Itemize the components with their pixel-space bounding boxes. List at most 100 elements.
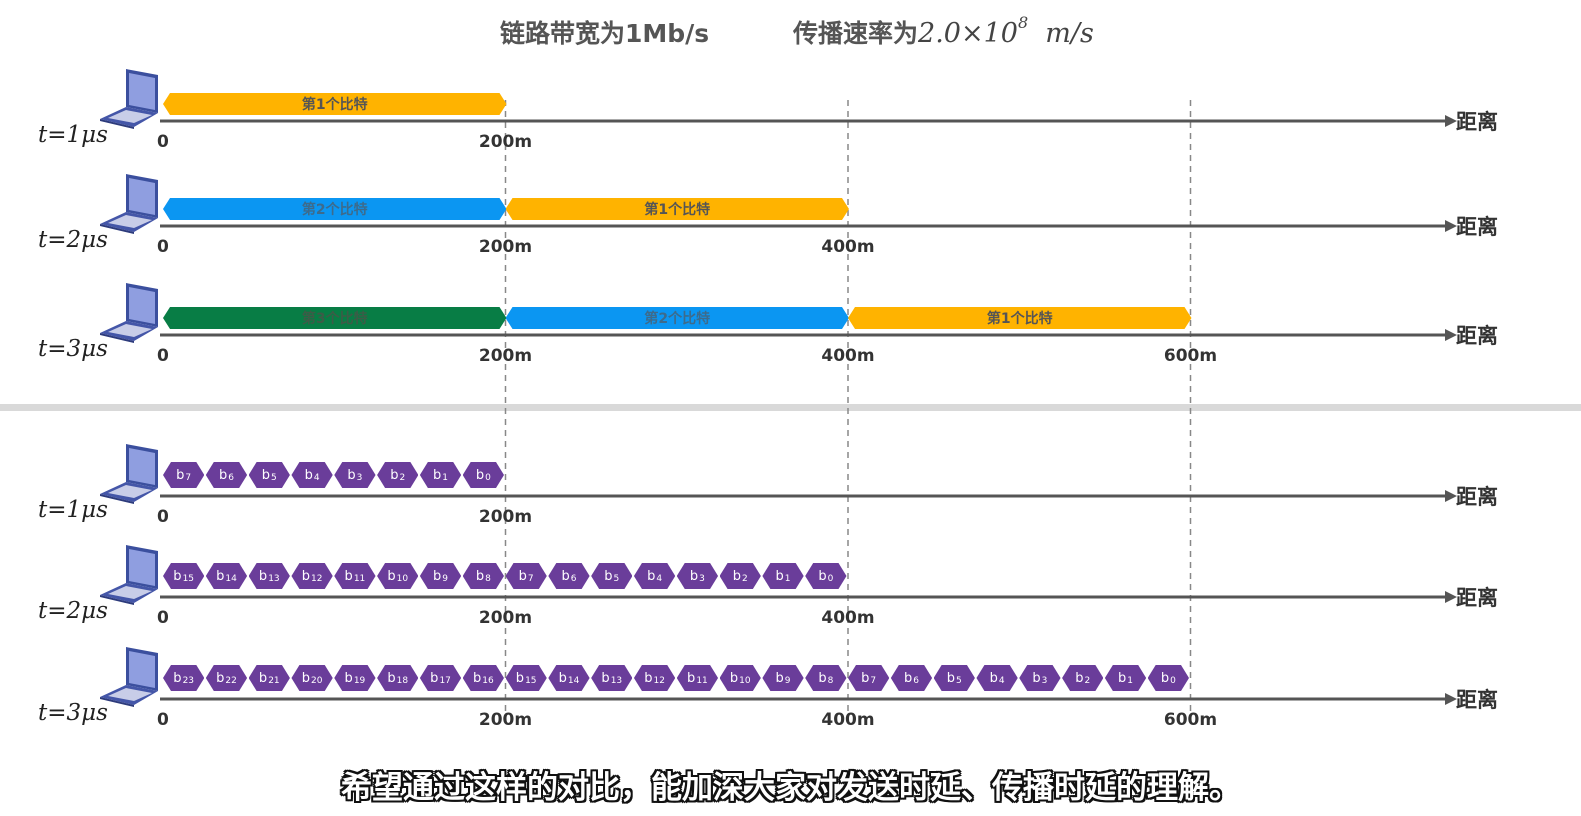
- bit-prefix: b: [946, 670, 956, 686]
- bit-prefix: b: [1118, 670, 1127, 686]
- bit-prefix: b: [903, 670, 913, 686]
- bit-prefix: b: [775, 568, 784, 584]
- tick-label: 200m: [478, 346, 533, 366]
- bit-index: 13: [610, 676, 623, 686]
- axis-arrowhead: [1445, 693, 1457, 705]
- bit-hexagon: b 19: [334, 665, 375, 691]
- axis-arrowhead: [1445, 329, 1457, 341]
- bit-bar: 第1个比特: [848, 307, 1192, 329]
- bit-index: 3: [699, 574, 705, 584]
- bit-hexagon: b 11: [334, 563, 375, 589]
- bit-prefix: b: [390, 467, 399, 483]
- bit-hexagon: b 10: [377, 563, 418, 589]
- bit-index: 2: [399, 473, 406, 483]
- bit-prefix: b: [387, 568, 396, 584]
- bandwidth-text: 链路带宽为1Mb/s: [500, 19, 710, 48]
- bit-bar: 第3个比特: [163, 307, 507, 329]
- bit-index: 4: [313, 473, 320, 483]
- time-label: t=1μs: [38, 122, 108, 148]
- laptop-icon: [100, 69, 158, 129]
- axis-label-distance: 距离: [1456, 215, 1498, 239]
- bit-index: 7: [185, 473, 192, 483]
- bit-prefix: b: [344, 670, 353, 686]
- bit-prefix: b: [644, 670, 653, 686]
- bit-prefix: b: [604, 568, 613, 584]
- axis-label-distance: 距离: [1456, 324, 1498, 348]
- bit-prefix: b: [515, 670, 525, 686]
- bit-prefix: b: [301, 568, 310, 584]
- laptop-icon: [100, 174, 158, 234]
- bit-prefix: b: [216, 670, 225, 686]
- tick-label: 200m: [478, 507, 533, 527]
- bit-index: 10: [396, 574, 409, 584]
- bit-index: 0: [485, 473, 491, 483]
- bit-hexagon: b 15: [163, 563, 204, 589]
- bit-index: 12: [653, 676, 665, 686]
- propagation-speed-text: 传播速率为2.0×108 m/s: [793, 13, 1094, 50]
- time-label: t=1μs: [38, 497, 108, 523]
- bit-prefix: b: [218, 467, 228, 483]
- bit-prefix: b: [475, 467, 485, 483]
- bit-prefix: b: [689, 568, 699, 584]
- bit-prefix: b: [258, 670, 268, 686]
- bit-prefix: b: [647, 568, 656, 584]
- tick-label: 600m: [1163, 346, 1218, 366]
- axes-layer: [0, 100, 1581, 712]
- tick-label: 0: [157, 710, 169, 730]
- bit-prefix: b: [1075, 670, 1084, 686]
- bit-index: 4: [998, 676, 1005, 686]
- tick-label: 200m: [478, 132, 533, 152]
- bit-prefix: b: [433, 568, 442, 584]
- bit-hexagon: b 11: [677, 665, 718, 691]
- bit-hexagon: b 21: [249, 665, 290, 691]
- bit-prefix: b: [430, 670, 439, 686]
- bit-hexagon: b 12: [634, 665, 675, 691]
- bit-prefix: b: [601, 670, 610, 686]
- bit-index: 16: [482, 676, 494, 686]
- bit-prefix: b: [989, 670, 998, 686]
- bit-prefix: b: [558, 670, 567, 686]
- bit-index: 15: [525, 676, 537, 686]
- bit-prefix: b: [344, 568, 353, 584]
- bit-index: 6: [913, 676, 919, 686]
- tick-label: 400m: [821, 346, 875, 366]
- bit-prefix: b: [347, 467, 356, 483]
- bit-prefix: b: [258, 568, 268, 584]
- bit-index: 7: [527, 574, 534, 584]
- bit-prefix: b: [261, 467, 271, 483]
- time-label: t=3μs: [38, 700, 108, 726]
- bit-index: 20: [311, 676, 323, 686]
- laptop-icon: [100, 545, 158, 605]
- bit-index: 23: [182, 676, 195, 686]
- axis-arrowhead: [1445, 591, 1457, 603]
- bit-prefix: b: [775, 670, 784, 686]
- bit-prefix: b: [518, 568, 527, 584]
- bit-index: 12: [311, 574, 323, 584]
- laptop-icon: [100, 283, 158, 343]
- bit-index: 8: [827, 676, 834, 686]
- time-label: t=2μs: [38, 598, 108, 624]
- bit-hexagon: b 20: [291, 665, 332, 691]
- bit-index: 9: [784, 676, 791, 686]
- tick-label: 600m: [1163, 710, 1218, 730]
- bit-prefix: b: [173, 568, 182, 584]
- bit-prefix: b: [176, 467, 185, 483]
- bit-index: 1: [442, 473, 449, 483]
- axis-label-distance: 距离: [1456, 110, 1498, 134]
- bit-hexagon: b 13: [249, 563, 290, 589]
